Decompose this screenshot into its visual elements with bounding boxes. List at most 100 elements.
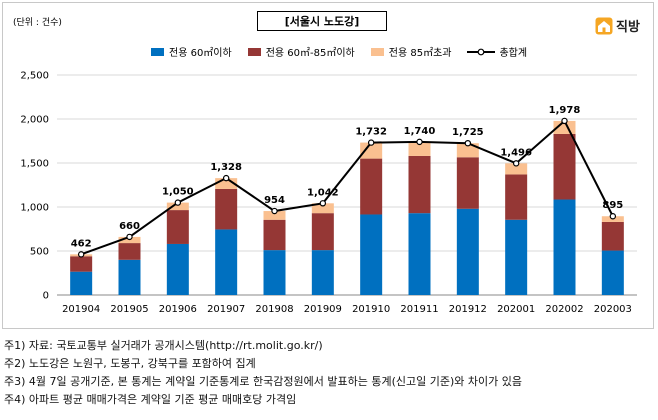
data-label-total: 1,050 — [162, 187, 194, 198]
bar-segment-series-3 — [456, 143, 479, 158]
brand-name: 직방 — [616, 20, 640, 35]
bar-segment-series-1 — [601, 250, 624, 295]
bar-segment-series-3 — [215, 178, 238, 189]
total-point — [367, 139, 375, 146]
bar-segment-series-1 — [505, 219, 528, 295]
data-label-total: 1,978 — [549, 105, 581, 116]
total-point — [416, 138, 423, 146]
stacked-bar-line-chart: 0 500 1,000 1,500 2,000 2,500 201904 201905 2019… — [20, 71, 637, 315]
bar-segment-series-2 — [118, 243, 141, 260]
total-point — [126, 233, 133, 241]
bar-segment-series-3 — [408, 141, 431, 156]
bar-segment-series-1 — [263, 250, 286, 295]
x-tick-label: 201909 — [304, 304, 342, 315]
legend-item-series-2: 전용 60㎡-85㎡이하 — [247, 44, 355, 59]
x-tick-label: 202003 — [594, 304, 632, 315]
bar-segment-series-1 — [215, 229, 238, 295]
data-label-total: 1,725 — [452, 127, 484, 138]
total-point — [77, 251, 85, 258]
chart-frame: 0 500 1,000 1,500 2,000 2,500 201904 201905 2019… — [2, 2, 654, 329]
brand-logo: 직방 — [595, 16, 640, 35]
x-tick-label: 201908 — [255, 304, 293, 315]
x-tick-label: 201910 — [352, 304, 390, 315]
x-tick-label: 201906 — [159, 304, 197, 315]
total-point — [174, 199, 182, 206]
total-point — [222, 174, 230, 182]
x-tick-label: 201907 — [207, 304, 245, 315]
bar-segment-series-1 — [408, 213, 431, 295]
bar-segment-series-2 — [263, 219, 286, 251]
bar-segment-series-2 — [553, 133, 576, 200]
bar-segment-series-2 — [408, 155, 431, 214]
data-label-total: 895 — [602, 200, 623, 211]
data-label-total: 1,328 — [210, 162, 242, 173]
y-tick-label: 0 — [43, 291, 49, 302]
legend-item-series-1: 전용 60㎡이하 — [151, 44, 232, 59]
data-label-total: 1,732 — [355, 127, 387, 138]
legend-line-marker — [467, 48, 496, 55]
house-icon — [595, 17, 613, 34]
legend-item-series-3: 전용 85㎡초과 — [370, 44, 452, 59]
chart-legend: 전용 60㎡이하 전용 60㎡-85㎡이하 전용 85㎡초과 총합계 — [151, 44, 543, 59]
y-tick-label: 2,000 — [20, 115, 49, 126]
legend-swatch-series-3 — [370, 47, 384, 56]
chart-title: [서울시 노도강] — [257, 11, 387, 31]
y-tick-label: 1,500 — [20, 159, 49, 170]
total-point — [512, 160, 520, 167]
footnote-3: 주3) 4월 7일 공개기준, 본 통계는 계약일 기준통계로 한국감정원에서 … — [4, 375, 522, 388]
total-point — [319, 200, 327, 207]
data-label-total: 1,740 — [404, 126, 436, 137]
bar-segment-series-2 — [360, 158, 383, 215]
x-tick-label: 201912 — [449, 304, 487, 315]
bar-segment-series-3 — [360, 142, 383, 159]
data-label-total: 462 — [71, 238, 92, 249]
total-point — [271, 207, 278, 215]
y-tick-label: 500 — [30, 247, 49, 258]
x-tick-label: 201905 — [110, 304, 148, 315]
bar-segment-series-1 — [70, 271, 93, 295]
bar-segment-series-1 — [360, 214, 383, 295]
bar-segment-series-2 — [505, 174, 528, 220]
bar-segment-series-1 — [118, 259, 141, 295]
x-tick-label: 201904 — [62, 304, 100, 315]
bar-segment-series-1 — [456, 208, 479, 295]
data-label-total: 660 — [119, 221, 140, 232]
data-label-total: 1,496 — [500, 147, 532, 158]
total-point — [609, 213, 617, 220]
bar-segment-series-2 — [601, 221, 624, 251]
y-tick-label: 2,500 — [20, 71, 49, 82]
bar-segment-series-3 — [166, 202, 189, 211]
bar-segment-series-1 — [311, 250, 334, 295]
legend-label-series-2: 전용 60㎡-85㎡이하 — [265, 48, 355, 59]
legend-label-series-3: 전용 85㎡초과 — [388, 48, 452, 59]
legend-swatch-series-1 — [151, 47, 164, 56]
data-label-total: 1,042 — [307, 187, 339, 198]
y-tick-label: 1,000 — [20, 203, 49, 214]
total-point — [464, 139, 472, 147]
legend-label-total: 총합계 — [499, 48, 528, 59]
bar-segment-series-2 — [215, 188, 238, 230]
x-tick-label: 202001 — [497, 304, 535, 315]
bar-segment-series-3 — [311, 203, 334, 214]
legend-label-series-1: 전용 60㎡이하 — [169, 48, 232, 59]
legend-item-total: 총합계 — [467, 44, 527, 59]
total-line — [80, 119, 614, 256]
footnotes: 주1) 자료: 국토교통부 실거래가 공개시스템(http://rt.molit… — [4, 337, 522, 409]
footnote-4: 주4) 아파트 평균 매매가격은 계약일 기준 평균 매매호당 가격임 — [4, 393, 297, 406]
unit-label: (단위 : 건수) — [13, 18, 62, 28]
bar-segment-series-2 — [70, 256, 93, 272]
bar-segment-series-3 — [505, 163, 528, 175]
footnote-2: 주2) 노도강은 노원구, 도봉구, 강북구를 포함하여 집계 — [4, 357, 256, 370]
x-tick-label: 201911 — [400, 304, 438, 315]
footnote-1: 주1) 자료: 국토교통부 실거래가 공개시스템(http://rt.molit… — [4, 339, 323, 352]
legend-swatch-series-2 — [247, 47, 261, 56]
bar-segment-series-2 — [166, 210, 189, 244]
bar-segment-series-1 — [553, 199, 576, 295]
data-label-total: 954 — [264, 195, 285, 206]
bar-segment-series-2 — [311, 213, 334, 251]
bar-segment-series-1 — [166, 243, 189, 295]
bar-segment-series-2 — [456, 157, 479, 209]
total-point — [561, 117, 568, 125]
bar-segment-series-3 — [263, 211, 286, 220]
x-tick-label: 202002 — [545, 304, 583, 315]
